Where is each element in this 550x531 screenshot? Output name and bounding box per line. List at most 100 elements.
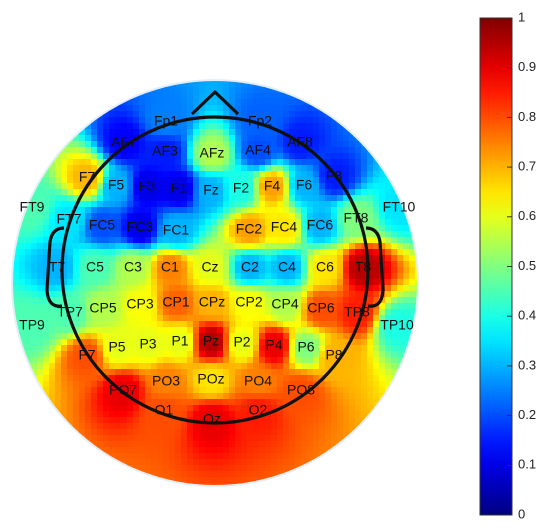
heat-cell bbox=[211, 99, 218, 106]
heat-cell bbox=[193, 345, 200, 352]
heat-cell bbox=[313, 279, 320, 286]
heat-cell bbox=[193, 99, 200, 106]
heat-cell bbox=[385, 291, 392, 298]
heat-cell bbox=[229, 165, 236, 172]
heat-cell bbox=[85, 255, 92, 262]
heat-cell bbox=[277, 411, 284, 418]
heat-cell bbox=[391, 369, 398, 376]
heat-cell bbox=[355, 231, 362, 238]
heat-cell bbox=[205, 267, 212, 274]
heat-cell bbox=[253, 237, 260, 244]
heat-cell bbox=[355, 183, 362, 190]
heat-cell bbox=[241, 321, 248, 328]
heat-cell bbox=[301, 159, 308, 166]
heat-cell bbox=[181, 261, 188, 268]
heat-cell bbox=[259, 381, 266, 388]
heat-cell bbox=[103, 285, 110, 292]
heat-cell bbox=[199, 213, 206, 220]
heat-cell bbox=[199, 243, 206, 250]
heat-cell bbox=[361, 219, 368, 226]
heat-cell bbox=[259, 471, 266, 478]
heat-cell bbox=[325, 321, 332, 328]
heat-cell bbox=[109, 321, 116, 328]
heat-cell bbox=[337, 129, 344, 136]
heat-cell bbox=[217, 459, 224, 466]
heat-cell bbox=[115, 279, 122, 286]
heat-cell bbox=[97, 147, 104, 154]
heat-cell bbox=[127, 99, 134, 106]
heat-cell bbox=[73, 411, 80, 418]
heat-cell bbox=[307, 165, 314, 172]
electrode-label-fc2: FC2 bbox=[236, 221, 263, 237]
heat-cell bbox=[97, 213, 104, 220]
electrode-label-p4: P4 bbox=[265, 337, 282, 353]
heat-cell bbox=[205, 447, 212, 454]
heat-cell bbox=[37, 201, 44, 208]
heat-cell bbox=[157, 441, 164, 448]
heat-cell bbox=[55, 375, 62, 382]
heat-cell bbox=[253, 441, 260, 448]
heat-cell bbox=[25, 279, 32, 286]
heat-cell bbox=[115, 447, 122, 454]
heat-cell bbox=[151, 189, 158, 196]
heat-cell bbox=[301, 189, 308, 196]
heat-cell bbox=[79, 363, 86, 370]
heat-cell bbox=[271, 159, 278, 166]
heat-cell bbox=[277, 177, 284, 184]
heat-cell bbox=[79, 165, 86, 172]
heat-cell bbox=[301, 405, 308, 412]
heat-cell bbox=[223, 213, 230, 220]
heat-cell bbox=[355, 255, 362, 262]
heat-cell bbox=[235, 369, 242, 376]
heat-cell bbox=[259, 219, 266, 226]
heat-cell bbox=[121, 351, 128, 358]
heat-cell bbox=[199, 147, 206, 154]
heat-cell bbox=[229, 435, 236, 442]
heat-cell bbox=[271, 351, 278, 358]
heat-cell bbox=[175, 351, 182, 358]
heat-cell bbox=[277, 195, 284, 202]
heat-cell bbox=[13, 315, 20, 322]
heat-cell bbox=[349, 195, 356, 202]
heat-cell bbox=[85, 315, 92, 322]
heat-cell bbox=[313, 339, 320, 346]
heat-cell bbox=[103, 279, 110, 286]
heat-cell bbox=[169, 453, 176, 460]
heat-cell bbox=[109, 285, 116, 292]
heat-cell bbox=[319, 447, 326, 454]
heat-cell bbox=[253, 339, 260, 346]
heat-cell bbox=[127, 213, 134, 220]
heat-cell bbox=[175, 339, 182, 346]
heat-cell bbox=[337, 291, 344, 298]
heat-cell bbox=[175, 435, 182, 442]
heat-cell bbox=[121, 333, 128, 340]
heat-cell bbox=[127, 105, 134, 112]
heat-cell bbox=[367, 231, 374, 238]
heat-cell bbox=[283, 237, 290, 244]
heat-cell bbox=[325, 147, 332, 154]
heat-cell bbox=[169, 357, 176, 364]
heat-cell bbox=[325, 219, 332, 226]
heat-cell bbox=[265, 309, 272, 316]
heat-cell bbox=[319, 369, 326, 376]
heat-cell bbox=[295, 315, 302, 322]
heat-cell bbox=[115, 255, 122, 262]
heat-cell bbox=[67, 327, 74, 334]
heat-cell bbox=[115, 243, 122, 250]
heat-cell bbox=[313, 219, 320, 226]
heat-cell bbox=[67, 333, 74, 340]
heat-cell bbox=[265, 333, 272, 340]
heat-cell bbox=[139, 135, 146, 142]
heat-cell bbox=[175, 477, 182, 484]
heat-cell bbox=[163, 147, 170, 154]
heat-cell bbox=[307, 327, 314, 334]
heat-cell bbox=[169, 291, 176, 298]
heat-cell bbox=[67, 369, 74, 376]
heat-cell bbox=[37, 327, 44, 334]
heat-cell bbox=[331, 189, 338, 196]
heat-cell bbox=[217, 237, 224, 244]
heat-cell bbox=[205, 129, 212, 136]
heat-cell bbox=[127, 447, 134, 454]
heat-cell bbox=[55, 207, 62, 214]
heat-cell bbox=[277, 165, 284, 172]
